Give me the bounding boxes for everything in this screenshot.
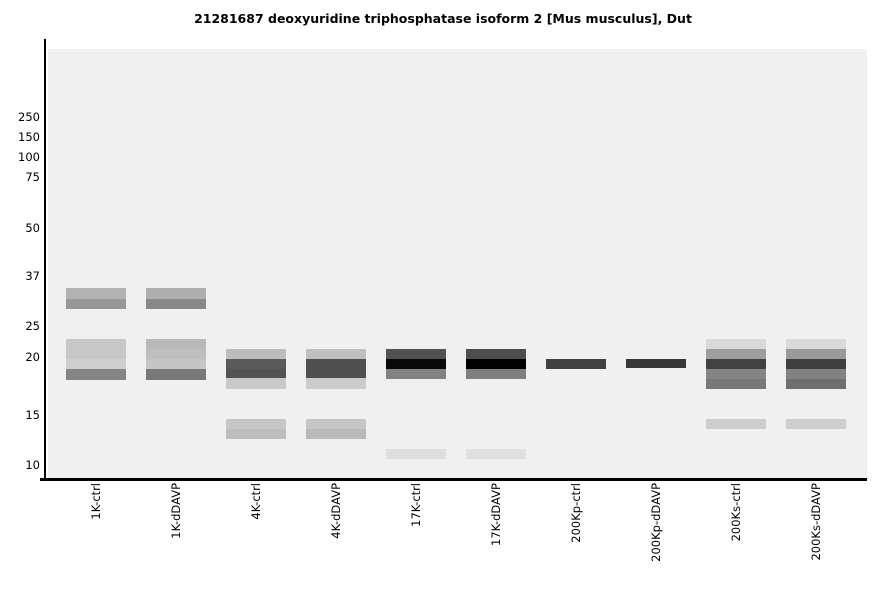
y-tick-label-100: 100	[18, 150, 40, 164]
y-tick-label-25: 25	[25, 319, 40, 333]
lane-label-1K-dDAVP: 1K-dDAVP	[169, 483, 183, 539]
y-tick-label-250: 250	[18, 110, 40, 124]
figure-title: 21281687 deoxyuridine triphosphatase iso…	[194, 11, 692, 26]
y-tick-label-37: 37	[25, 269, 40, 283]
lane-label-4K-dDAVP: 4K-dDAVP	[329, 483, 343, 539]
y-tick-label-150: 150	[18, 130, 40, 144]
gel-background	[48, 49, 867, 478]
y-axis-line	[44, 39, 46, 481]
y-tick-label-75: 75	[25, 170, 40, 184]
x-axis-line	[40, 478, 867, 481]
lane-label-200Kp-ctrl: 200Kp-ctrl	[569, 483, 583, 543]
y-tick-label-50: 50	[25, 221, 40, 235]
lane-label-200Ks-ctrl: 200Ks-ctrl	[729, 483, 743, 542]
y-tick-label-15: 15	[25, 408, 40, 422]
lane-label-200Kp-dDAVP: 200Kp-dDAVP	[649, 483, 663, 562]
lane-label-4K-ctrl: 4K-ctrl	[249, 483, 263, 520]
lane-label-1K-ctrl: 1K-ctrl	[89, 483, 103, 520]
y-tick-label-20: 20	[25, 350, 40, 364]
y-tick-label-10: 10	[25, 458, 40, 472]
lane-label-17K-ctrl: 17K-ctrl	[409, 483, 423, 527]
lane-label-17K-dDAVP: 17K-dDAVP	[489, 483, 503, 547]
lane-label-200Ks-dDAVP: 200Ks-dDAVP	[809, 483, 823, 561]
